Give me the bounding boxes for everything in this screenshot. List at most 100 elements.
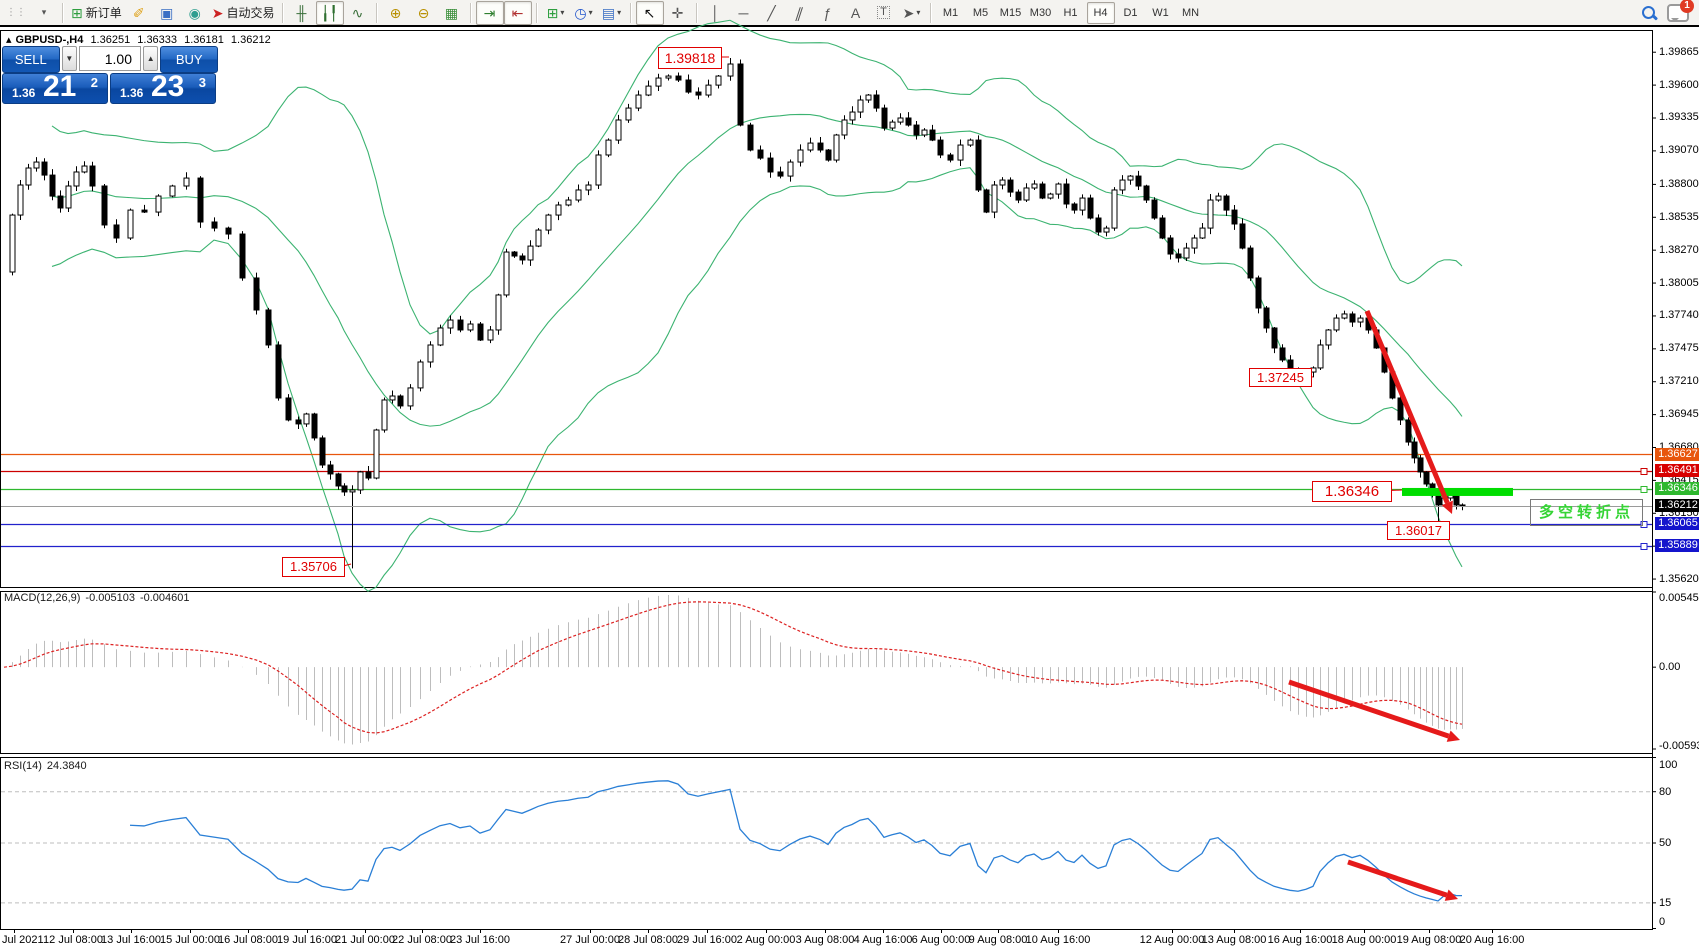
macd-signal-value: -0.004601 <box>139 592 190 604</box>
news-icon: ◉ <box>188 4 201 21</box>
trendline-icon: ╱ <box>767 4 776 21</box>
timeframe-M1[interactable]: M1 <box>942 6 959 19</box>
macd-label: MACD(12,26,9) <box>4 592 81 604</box>
dropdown-caret-icon: ▾ <box>588 8 593 17</box>
new-order-icon[interactable]: ⊞ 新订单 <box>68 1 125 25</box>
notifications-icon[interactable]: 1 <box>1667 0 1694 22</box>
templates-icon: ▤ <box>601 4 616 21</box>
profiles-icon: ▣ <box>160 4 174 21</box>
ohlc-close: 1.36212 <box>230 34 271 46</box>
tile-windows-icon[interactable]: ▦ <box>438 1 466 25</box>
buy-price-display[interactable]: 1.36 23 3 <box>110 70 216 104</box>
new-order-label: 新订单 <box>85 6 122 20</box>
crayon-icon[interactable]: ✐ <box>125 1 153 25</box>
sell-price-display[interactable]: 1.36 21 2 <box>2 70 108 104</box>
toolbar-separator <box>281 2 284 23</box>
label-icon[interactable]: T <box>870 1 898 25</box>
main-toolbar: ⋮⋮ ▾ ⊞ 新订单 ✐ ▣ ◉ ➤ 自动交易 ╫ ╽╿ ∿ ⊕ ⊖ ▦ ⇥ ⇤ ⊞ ▾ ◷ ▾ ▤ ▾ ↖ ✛ │ ─ ╱ ∥ ƒ A T ➤… <box>0 0 1699 27</box>
volume-increase-button[interactable]: ▲ <box>143 46 159 71</box>
toolbar-separator <box>629 2 632 23</box>
timeframe-MN[interactable]: MN <box>1181 6 1200 19</box>
timeframe-D1[interactable]: D1 <box>1123 6 1138 19</box>
ohlc-open: 1.36251 <box>90 34 131 46</box>
search-icon[interactable] <box>1641 5 1659 21</box>
fibonacci-icon: ƒ <box>823 4 832 21</box>
zoom-out-icon[interactable]: ⊖ <box>410 1 438 25</box>
toolbar-group-zoom: ⊕ ⊖ ▦ <box>382 0 466 25</box>
rsi-label: RSI(14) <box>4 760 42 772</box>
trend-arrows[interactable] <box>1288 310 1460 901</box>
zoom-in-icon: ⊕ <box>389 4 402 21</box>
autotrading-icon[interactable]: ➤ 自动交易 <box>209 1 278 25</box>
trendline-icon[interactable]: ╱ <box>758 1 786 25</box>
timeframe-M15[interactable]: M15 <box>999 6 1022 19</box>
autoscroll-icon: ⇥ <box>483 4 496 21</box>
highlight-bar[interactable] <box>1402 487 1513 496</box>
rsi-value: 24.3840 <box>46 760 87 772</box>
bar-chart-icon[interactable]: ╫ <box>288 1 316 25</box>
notification-badge: 1 <box>1680 0 1694 13</box>
label-icon: T <box>877 6 890 19</box>
sell-price-pips: 21 <box>43 70 77 103</box>
crosshair-icon: ✛ <box>671 4 684 21</box>
arrow-objects-icon: ➤ <box>902 4 915 21</box>
tile-windows-icon: ▦ <box>444 4 459 21</box>
dropdown-caret-icon: ▾ <box>617 8 622 17</box>
toolbar-separator <box>535 2 538 23</box>
volume-input[interactable] <box>79 46 141 71</box>
chart-shift-icon[interactable]: ⇤ <box>503 0 532 25</box>
symbol-period-label: GBPUSD-,H4 <box>15 34 84 46</box>
profiles-icon[interactable]: ▣ <box>153 1 181 25</box>
cursor-icon[interactable]: ↖ <box>635 0 664 25</box>
buy-price-figure: 1.36 <box>120 86 144 100</box>
grip-icon: ⋮⋮ <box>6 6 26 18</box>
arrow-objects-icon[interactable]: ➤ ▾ <box>898 1 926 25</box>
candlestick-icon[interactable]: ╽╿ <box>315 0 344 25</box>
volume-decrease-button[interactable]: ▼ <box>61 46 77 71</box>
autotrading-icon: ➤ <box>211 4 224 21</box>
turning-point-annotation[interactable]: 多空转折点 <box>1530 499 1643 526</box>
crosshair-icon[interactable]: ✛ <box>664 1 692 25</box>
line-chart-icon: ∿ <box>351 4 364 21</box>
buy-price-pips: 23 <box>151 70 185 103</box>
text-icon[interactable]: A <box>842 1 870 25</box>
periods-icon: ◷ <box>574 4 587 21</box>
timeframe-M5[interactable]: M5 <box>972 6 989 19</box>
collapse-icon[interactable]: ▴ <box>6 34 12 46</box>
dropdown-caret-icon: ▾ <box>560 8 565 17</box>
timeframe-H4[interactable]: H4 <box>1086 1 1115 24</box>
toolbar-group-drawings: │ ─ ╱ ∥ ƒ A T ➤ ▾ <box>702 0 926 25</box>
vertical-line-icon[interactable]: │ <box>702 1 730 25</box>
news-icon[interactable]: ◉ <box>181 1 209 25</box>
buy-button[interactable]: BUY <box>160 46 218 73</box>
timeframe-M30[interactable]: M30 <box>1029 6 1052 19</box>
new-chart-icon[interactable]: ⊞ ▾ <box>542 1 570 25</box>
horizontal-line-icon: ─ <box>738 4 749 21</box>
sell-button[interactable]: SELL <box>2 46 60 73</box>
templates-icon[interactable]: ▤ ▾ <box>598 1 626 25</box>
toolbar-group-pointer: ↖ ✛ <box>635 0 692 25</box>
bollinger-bands <box>51 19 1463 592</box>
toolbar-separator <box>695 2 698 23</box>
vertical-line-icon: │ <box>711 4 720 21</box>
zoom-out-icon: ⊖ <box>417 4 430 21</box>
macd-signal-line <box>3 601 1463 734</box>
new-chart-icon: ⊞ <box>546 4 559 21</box>
horizontal-lines[interactable] <box>1 453 1652 550</box>
toolbar-group-scroll: ⇥ ⇤ <box>475 0 532 25</box>
fibonacci-icon[interactable]: ƒ <box>814 1 842 25</box>
periods-icon[interactable]: ◷ ▾ <box>570 1 598 25</box>
timeframe-W1[interactable]: W1 <box>1152 6 1169 19</box>
sell-price-figure: 1.36 <box>12 86 36 100</box>
line-chart-icon[interactable]: ∿ <box>344 1 372 25</box>
horizontal-line-icon[interactable]: ─ <box>730 1 758 25</box>
rsi-panel-content <box>1 780 1652 904</box>
grip-icon[interactable]: ⋮⋮ <box>2 1 30 25</box>
menu-caret-icon[interactable]: ▾ <box>30 1 58 25</box>
toolbar-group-window-controls: ⋮⋮ ▾ <box>2 0 58 25</box>
autoscroll-icon[interactable]: ⇥ <box>475 0 504 25</box>
zoom-in-icon[interactable]: ⊕ <box>382 1 410 25</box>
toolbar-separator <box>375 2 378 23</box>
timeframe-H1[interactable]: H1 <box>1063 6 1078 19</box>
